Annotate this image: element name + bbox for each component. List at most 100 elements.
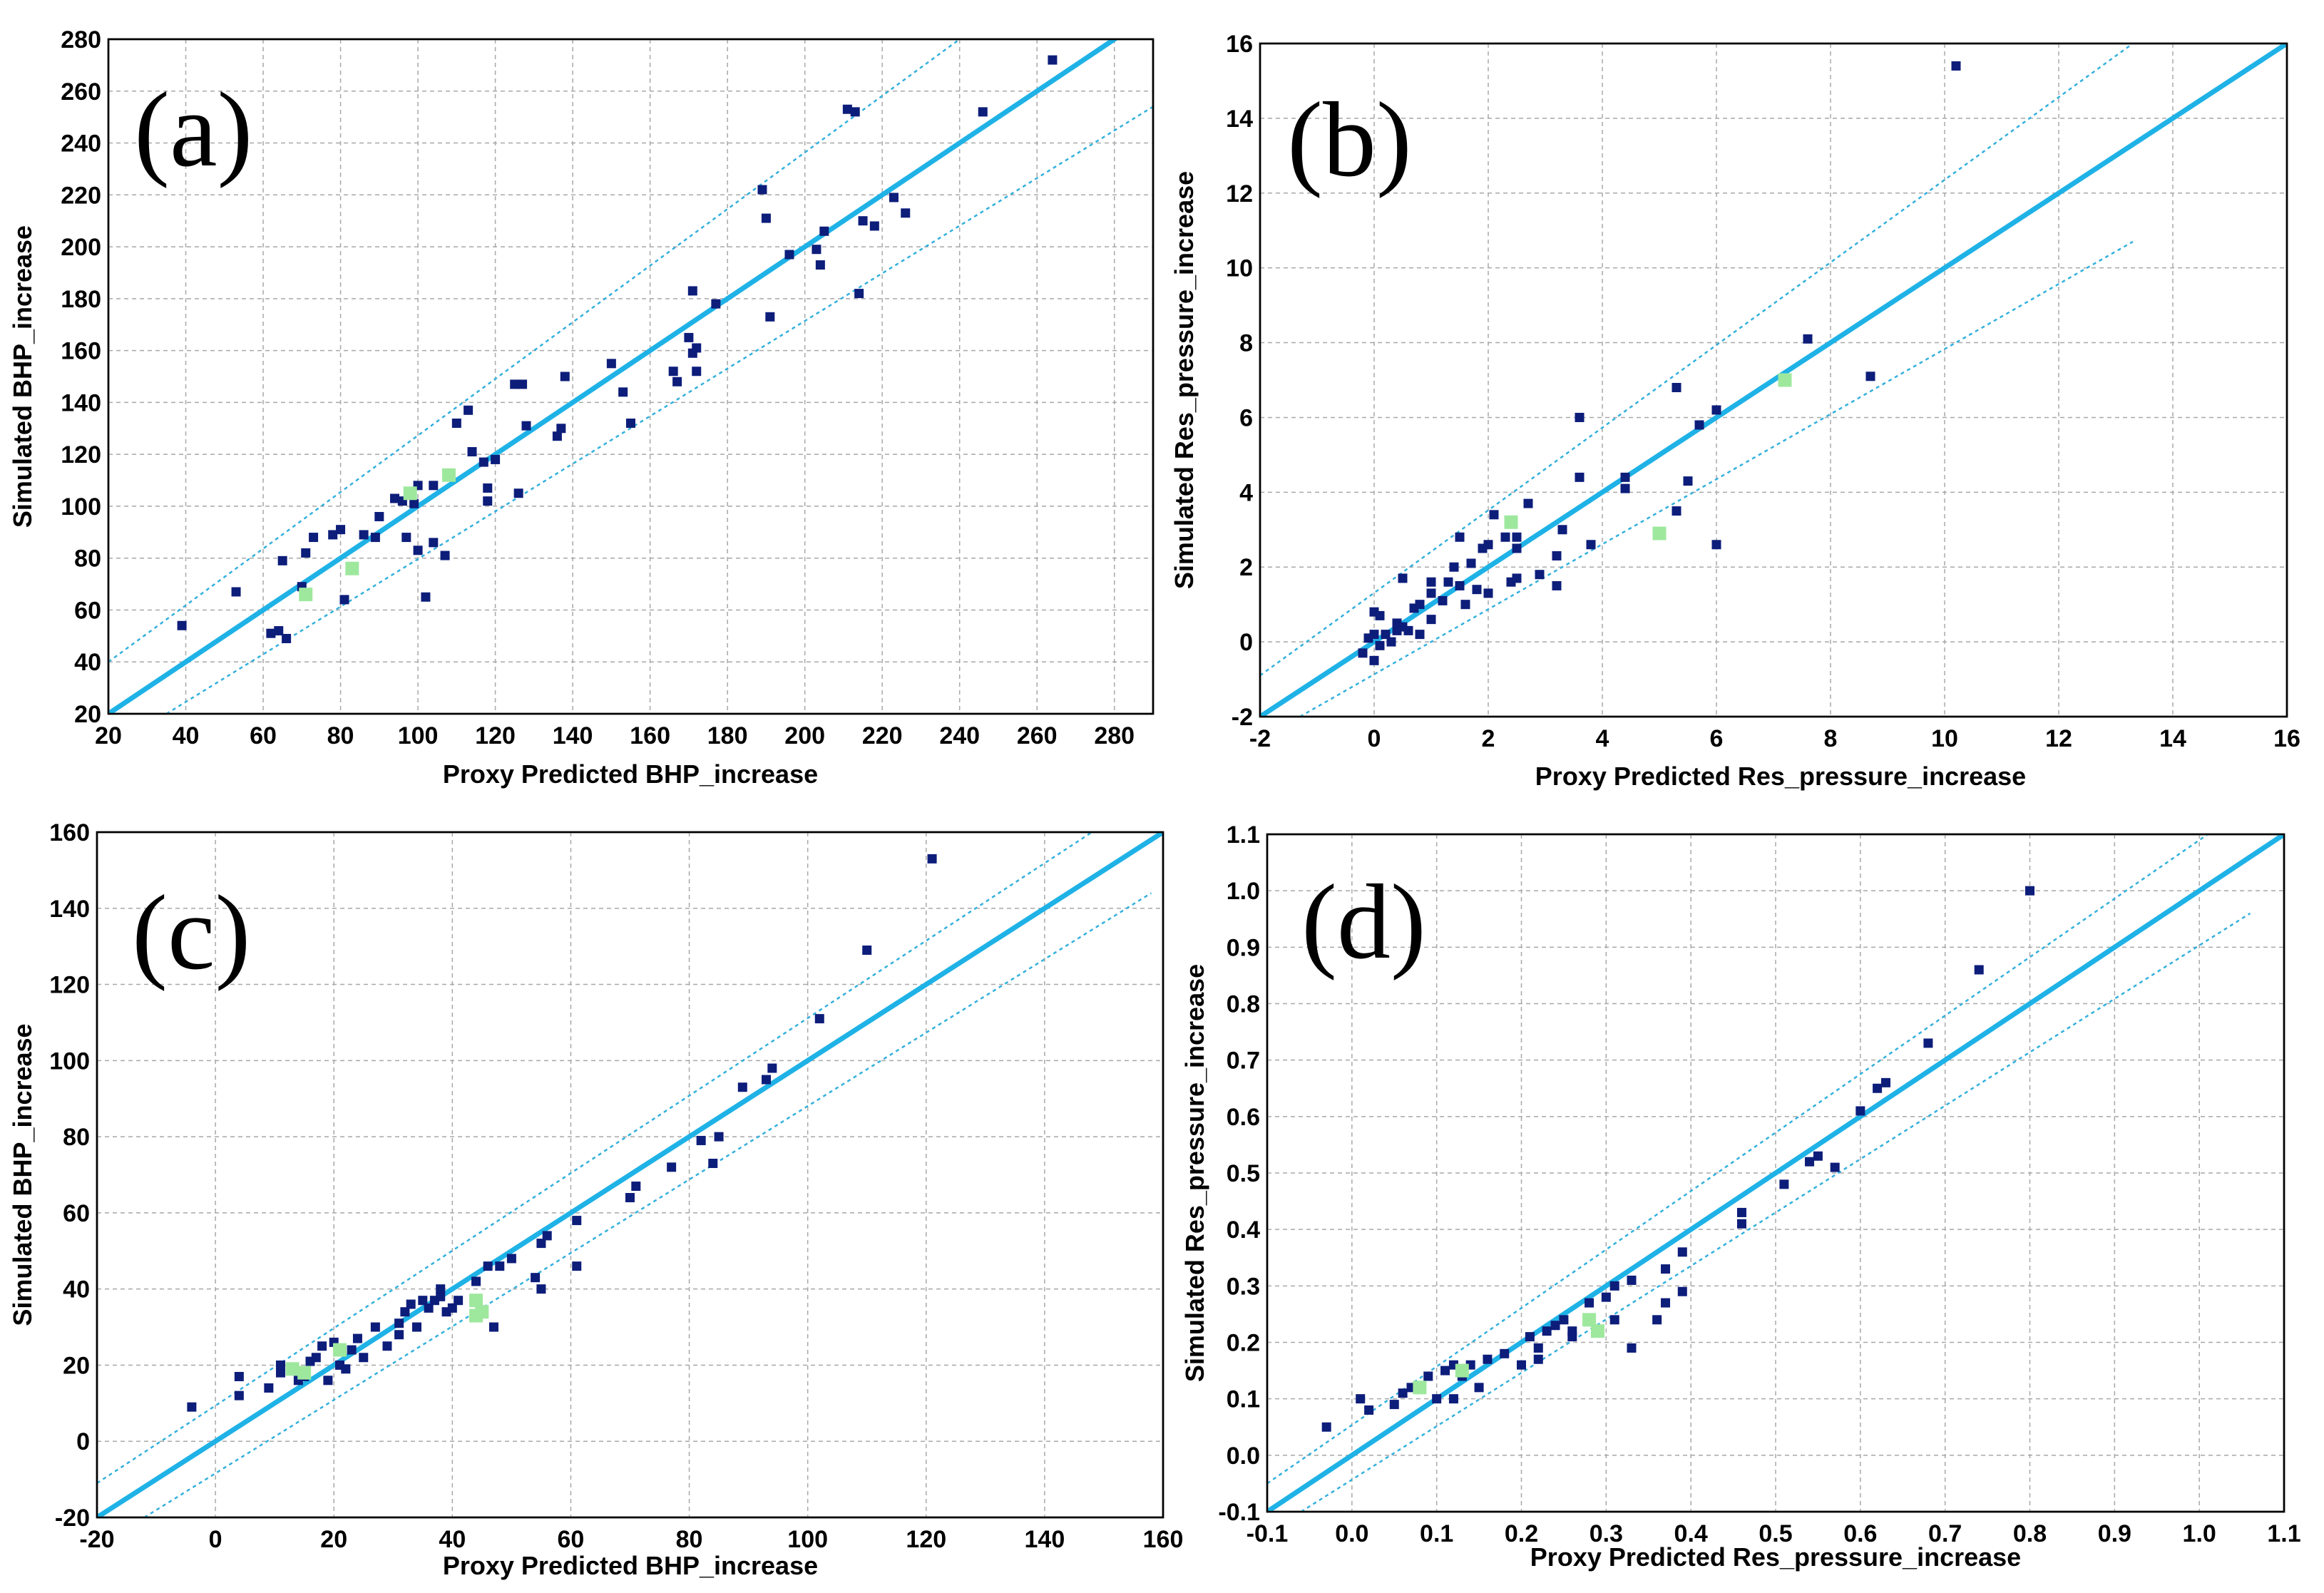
y-axis-title: Simulated Res_pressure_increase (1169, 171, 1199, 589)
training-point (714, 1132, 724, 1142)
training-point (668, 367, 678, 377)
training-point (1550, 1321, 1560, 1331)
training-point (341, 1364, 351, 1374)
training-point (370, 1322, 380, 1332)
training-point (409, 498, 419, 508)
training-point (1415, 630, 1425, 640)
training-point (765, 312, 775, 322)
training-point (483, 483, 493, 493)
panel-a: 20 40 60 80 100 120 140 160 180 200 220 240 260 280 20… (8, 26, 1155, 789)
training-point (927, 854, 937, 864)
y-axis-title: Simulated Res_pressure_increase (1180, 964, 1209, 1382)
training-point (510, 379, 520, 389)
upper-confidence-line (97, 832, 1093, 1484)
x-tick-label: 0.4 (1674, 1520, 1708, 1547)
training-point (413, 545, 423, 555)
training-point (1855, 1106, 1865, 1116)
training-point (1403, 625, 1413, 635)
x-tick-label: 16 (2273, 725, 2300, 752)
verification-point (469, 1294, 483, 1308)
training-point (1369, 655, 1379, 665)
training-point (606, 359, 616, 369)
x-axis-title: Proxy Predicted Res_pressure_increase (1530, 1542, 2021, 1572)
x-tick-label: 6 (1710, 725, 1724, 752)
panel-c: -20 0 20 40 60 80 100 120 140 160 -20 0 20 40 60 80 100 1… (8, 819, 1183, 1580)
training-point (1533, 1354, 1543, 1364)
training-point (854, 289, 864, 299)
y-tick-label: 4 (1239, 479, 1253, 506)
training-point (711, 299, 721, 309)
y-tick-label: 12 (1226, 180, 1253, 208)
training-point (401, 533, 411, 543)
training-point (1873, 1083, 1883, 1093)
y-tick-label: 220 (61, 182, 101, 209)
training-point (1533, 1343, 1543, 1353)
training-point (1483, 588, 1493, 598)
x-tick-label: 0 (209, 1526, 222, 1553)
y-tick-label: 16 (1226, 31, 1253, 58)
training-point (491, 454, 501, 464)
y-tick-label: 0.3 (1227, 1273, 1260, 1300)
training-point (814, 1014, 824, 1024)
lower-confidence-line (165, 106, 1153, 714)
training-point (762, 1075, 772, 1085)
verification-point (345, 561, 359, 575)
x-tick-label: 200 (784, 722, 825, 749)
y-tick-label: 280 (61, 26, 101, 53)
training-point (531, 1273, 541, 1283)
training-point (1369, 630, 1379, 640)
training-point (231, 587, 241, 597)
training-point (1559, 1315, 1569, 1325)
training-point (506, 1254, 516, 1264)
training-point (467, 447, 477, 457)
training-point (359, 530, 369, 540)
training-point (440, 550, 450, 560)
y-tick-label: 140 (61, 389, 101, 416)
training-point (625, 1193, 635, 1203)
training-point (1398, 573, 1408, 583)
verification-point (475, 1305, 489, 1319)
training-point (862, 946, 872, 956)
training-point (336, 525, 346, 535)
training-point (429, 481, 439, 491)
x-tick-label: 0.7 (1928, 1520, 1962, 1547)
y-tick-label: 0.5 (1227, 1160, 1260, 1187)
panel-label: (d) (1301, 863, 1426, 981)
x-tick-label: 60 (250, 722, 277, 749)
x-tick-label: 80 (676, 1526, 703, 1553)
training-point (483, 1261, 493, 1271)
y-tick-label: 120 (61, 441, 101, 468)
y-tick-label: 120 (49, 972, 90, 999)
training-point (1677, 1247, 1687, 1257)
training-point (1460, 600, 1470, 610)
x-tick-label: 140 (553, 722, 593, 749)
training-point (1661, 1298, 1671, 1308)
x-tick-label: 8 (1824, 725, 1838, 752)
training-point (1489, 510, 1499, 520)
x-tick-label: 20 (95, 722, 122, 749)
x-tick-label: 0.3 (1590, 1520, 1623, 1547)
training-point (978, 107, 988, 117)
x-tick-label: 80 (327, 722, 354, 749)
x-axis-title: Proxy Predicted BHP_increase (443, 1551, 818, 1580)
training-point (1830, 1162, 1840, 1172)
training-point (536, 1284, 546, 1294)
y-tick-label: 2 (1239, 554, 1253, 581)
training-point (464, 405, 473, 415)
training-point (412, 1322, 421, 1332)
training-point (692, 343, 702, 353)
x-tick-label: 240 (939, 722, 980, 749)
panel-label: (a) (134, 71, 252, 189)
training-point (556, 424, 566, 434)
verification-point (441, 468, 456, 482)
training-point (1535, 570, 1545, 580)
plot-border (107, 38, 1155, 715)
training-point (1438, 595, 1448, 605)
training-point (1426, 577, 1436, 587)
training-point (394, 1318, 404, 1328)
training-point (819, 226, 829, 236)
training-point (1672, 382, 1681, 392)
y-tick-label: 14 (1226, 106, 1253, 133)
training-point (277, 555, 287, 565)
x-tick-label: 4 (1596, 725, 1609, 752)
